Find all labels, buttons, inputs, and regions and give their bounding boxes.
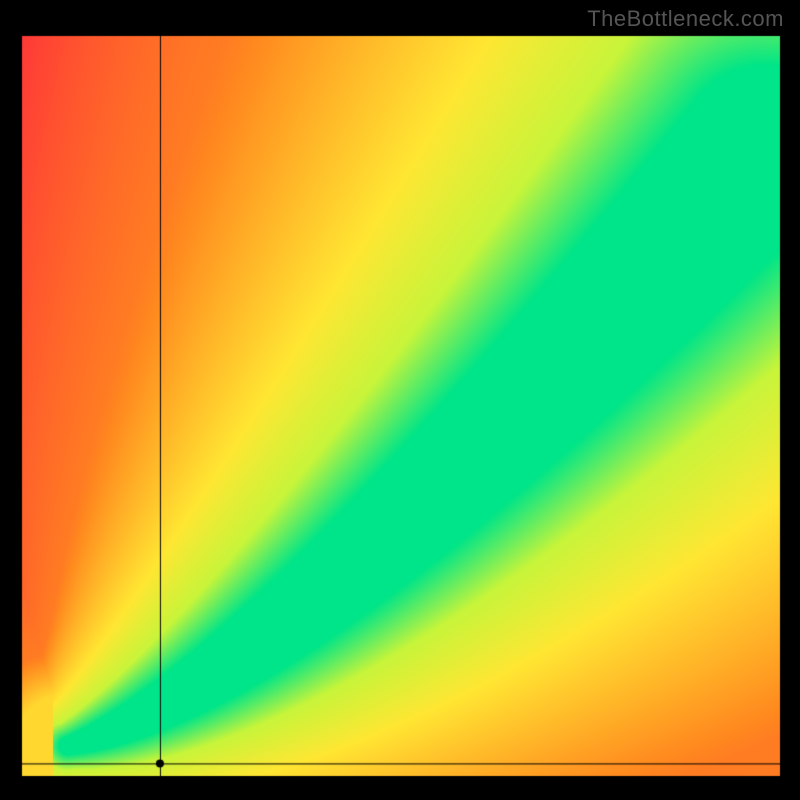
bottleneck-heatmap [0,0,800,800]
chart-container [0,0,800,800]
watermark-text: TheBottleneck.com [587,6,784,32]
